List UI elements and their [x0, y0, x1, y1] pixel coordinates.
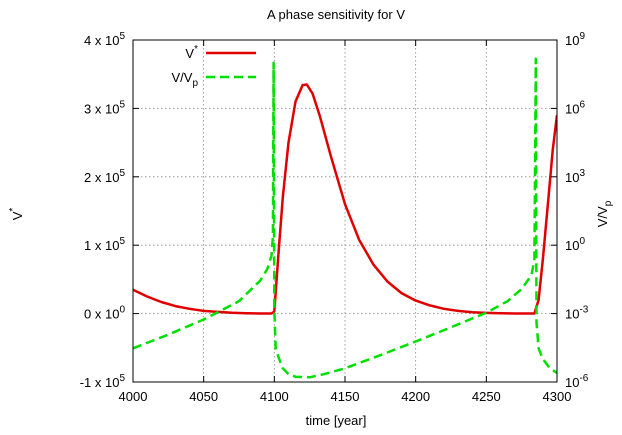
x-axis-label: time [year]	[306, 413, 367, 428]
y2-tick-label: 10-3	[565, 305, 589, 322]
y2-axis-label: V/Vp	[595, 200, 614, 227]
x-tick-label: 4100	[260, 389, 289, 404]
y2-tick-label: 106	[565, 99, 585, 116]
series-layer	[133, 57, 557, 379]
tick-marks	[132, 39, 558, 383]
legend: V* V/Vp	[171, 44, 256, 89]
y-tick-label: 2 x 105	[84, 168, 125, 185]
y2-tick-label: 10-6	[565, 373, 589, 390]
chart-title: A phase sensitivity for V	[267, 7, 405, 22]
y2-tick-label: 109	[565, 31, 585, 48]
series-line-v-over-vp	[133, 57, 557, 379]
y-tick-label: 0 x 100	[84, 305, 125, 322]
x-tick-label: 4200	[401, 389, 430, 404]
plot-frame	[132, 39, 558, 383]
grid-lines	[133, 40, 557, 382]
y2-tick-label: 103	[565, 168, 585, 185]
x-tick-label: 4000	[119, 389, 148, 404]
y2-tick-label: 100	[565, 236, 585, 253]
y-tick-labels: -1 x 105 0 x 100 1 x 105 2 x 105 3 x 105 4 x …	[80, 31, 126, 390]
legend-label: V/Vp	[171, 70, 198, 89]
x-tick-labels: 4000 4050 4100 4150 4200 4250 4300	[119, 389, 572, 404]
x-tick-label: 4250	[472, 389, 501, 404]
x-tick-label: 4150	[331, 389, 360, 404]
y-tick-label: 1 x 105	[84, 236, 125, 253]
series-line-v-star	[133, 83, 557, 315]
y-axis-label: V*	[8, 208, 25, 221]
y-tick-label: -1 x 105	[80, 373, 126, 390]
y-tick-label: 3 x 105	[84, 99, 125, 116]
x-tick-label: 4050	[189, 389, 218, 404]
y2-tick-labels: 10-6 10-3 100 103 106 109	[565, 31, 589, 390]
x-tick-label: 4300	[543, 389, 572, 404]
legend-label: V*	[185, 44, 198, 61]
y-tick-label: 4 x 105	[84, 31, 125, 48]
